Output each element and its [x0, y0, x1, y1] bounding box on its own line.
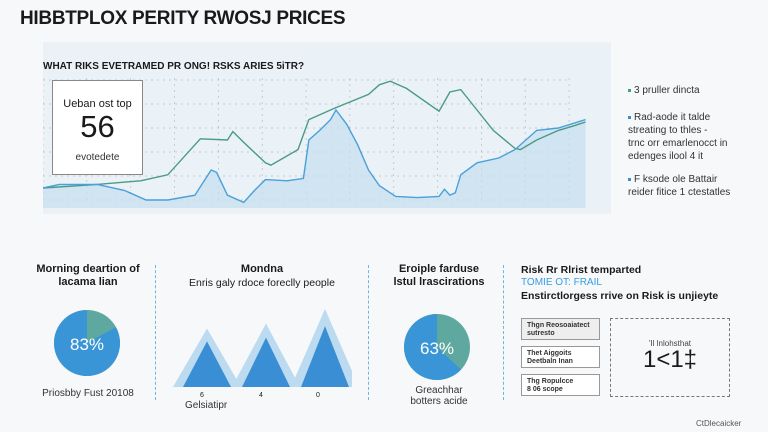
pie-slice-value	[404, 314, 462, 380]
divider	[503, 265, 504, 400]
panel2-title: Mondna	[240, 263, 284, 275]
legend-item: F ksode ole Battair reider fitice 1 ctes…	[628, 173, 748, 199]
mountain-chart	[173, 309, 352, 387]
kpi-sub: evotedete	[75, 152, 120, 163]
panel1-caption: Priosbby Fust 20108	[42, 388, 134, 399]
x-tick: 0	[316, 392, 320, 399]
panel3-caption: Greachhar botters acide	[410, 385, 468, 407]
legend-text: F ksode ole Battair reider fitice 1 ctes…	[628, 174, 731, 198]
pie-chart-1: 83%	[54, 310, 120, 376]
result-box: 'Il lnlohsthat 1<1‡	[610, 318, 730, 397]
panel2-subtitle: Enris galy rdoce foreclly people	[189, 277, 335, 289]
info-box: Thet Aiggoits Deetbaln Inan	[521, 346, 600, 368]
divider	[155, 265, 156, 400]
page-title: HIBBTPLOX PERITY RWOSJ PRICES	[20, 8, 346, 29]
mountain-inner	[183, 341, 231, 387]
legend-item: 3 pruller dincta	[628, 84, 700, 97]
bullet-icon	[628, 115, 631, 119]
mountain-inner	[301, 326, 349, 387]
mountain-inner	[242, 337, 290, 387]
pie1-label: 83%	[70, 335, 104, 354]
x-tick: 6	[200, 392, 204, 399]
kpi-card: Ueban ost top 56 evotedete	[52, 80, 143, 175]
pie-slice-value	[54, 310, 120, 376]
panel4-title: Risk Rr Rlrist temparted	[521, 264, 642, 276]
pie2-label: 63%	[420, 339, 454, 358]
series-line-blue	[43, 108, 586, 204]
result-label: 'Il lnlohsthat	[649, 339, 691, 348]
bullet-icon	[628, 177, 631, 181]
legend-text: Rad-aode it talde streating to thles - t…	[628, 112, 728, 162]
info-box: Thg Ropulcce 8 06 scope	[521, 374, 600, 396]
kpi-value: 56	[80, 109, 115, 144]
line-chart	[43, 78, 586, 208]
watermark: CtDlecaicker	[696, 419, 742, 428]
divider	[368, 265, 369, 400]
area-fill	[43, 110, 586, 208]
x-label: Gelsiatipr	[185, 400, 228, 411]
pie-chart-2: 63%	[404, 314, 470, 380]
panel3-title: Eroiple farduse lstul lrascirations	[393, 263, 485, 288]
result-value: 1<1‡	[642, 346, 698, 373]
bullet-icon	[628, 88, 631, 92]
legend-item: Rad-aode it talde streating to thles - t…	[628, 111, 743, 163]
panel4-subtitle: Enstirctlorgess rrive on Risk is unjieyt…	[521, 290, 719, 302]
x-tick: 4	[259, 392, 263, 399]
legend-text: 3 pruller dincta	[634, 85, 700, 96]
kpi-label: Ueban ost top	[63, 98, 132, 110]
panel1-title: Morning deartion of lacama lian	[36, 263, 140, 288]
info-box: Thgn Reosoaiatect sutresto	[521, 318, 600, 340]
chart-subtitle: WHAT RIKS EVETRAMED PR ONG! RSKS ARIES 5…	[43, 61, 305, 72]
panel4-highlight: TOMIE OT: FRAIL	[521, 277, 602, 288]
